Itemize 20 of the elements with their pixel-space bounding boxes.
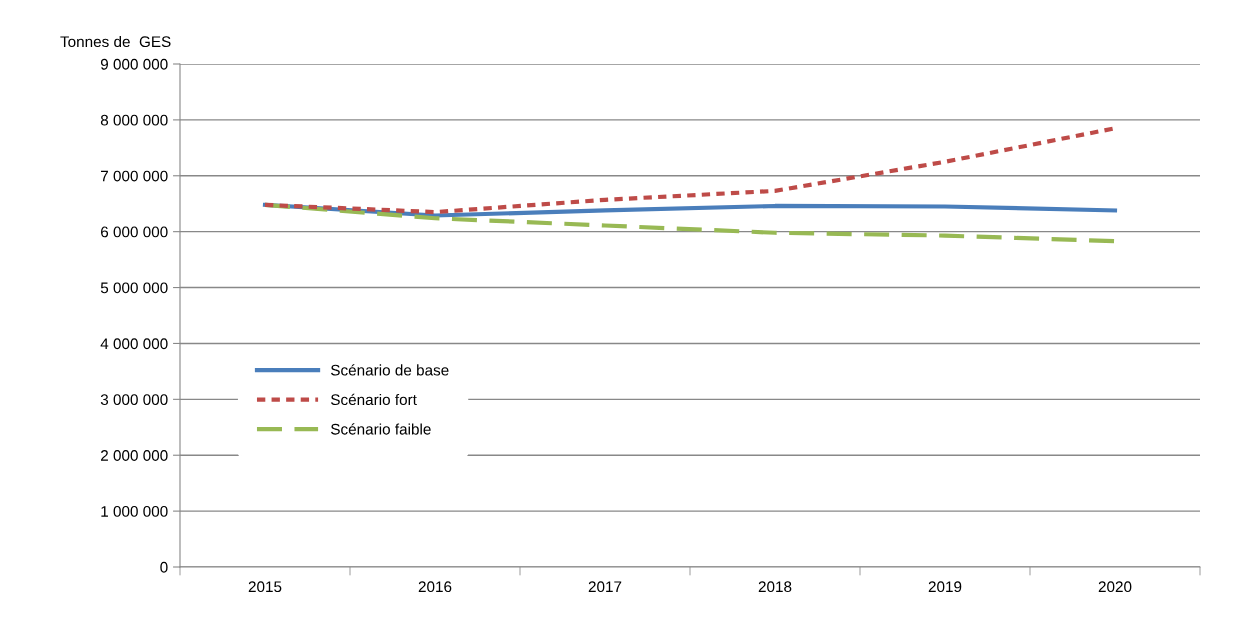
y-tick-label: 2 000 000 <box>101 450 168 461</box>
y-tick-label: 6 000 000 <box>101 226 168 238</box>
x-tick-label: 2020 <box>1098 581 1132 593</box>
y-tick-label: 1 000 000 <box>101 505 168 517</box>
x-tick-label: 2015 <box>248 581 282 593</box>
y-tick-label: 9 000 000 <box>100 58 168 70</box>
y-tick-label: 0 <box>160 561 168 573</box>
y-axis-title: Tonnes de GES <box>60 35 171 48</box>
y-tick-label: 7 000 000 <box>101 170 168 182</box>
legend-label: Scénario faible <box>331 423 431 435</box>
x-tick-label: 2019 <box>928 581 962 593</box>
y-tick-label: 3 000 000 <box>100 394 168 406</box>
x-tick-label: 2018 <box>758 581 792 593</box>
x-tick-label: 2016 <box>418 581 452 593</box>
y-tick-label: 4 000 000 <box>100 338 168 350</box>
legend-label: Scénario de base <box>331 364 449 376</box>
y-tick-label: 5 000 000 <box>100 282 168 294</box>
x-tick-label: 2017 <box>588 581 622 593</box>
legend-label: Scénario fort <box>331 393 417 406</box>
y-tick-label: 8 000 000 <box>100 114 168 126</box>
